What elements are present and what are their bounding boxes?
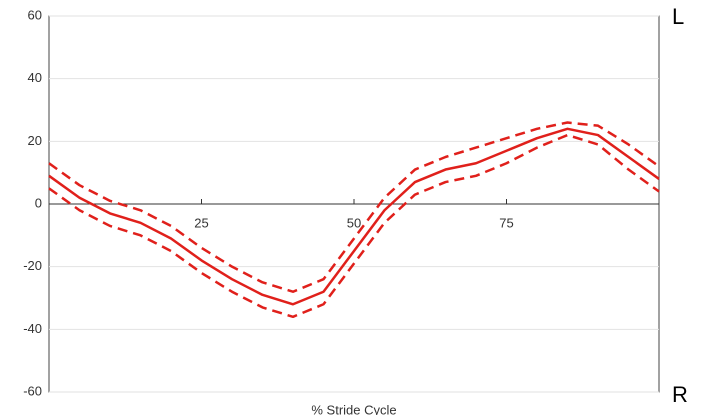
- y-tick-label: 40: [28, 70, 42, 85]
- line-series: [48, 127, 660, 306]
- y-tick-label: -40: [23, 321, 42, 336]
- x-tick-label: 25: [194, 215, 208, 230]
- y-tick-label: 60: [28, 7, 42, 22]
- annotation: R: [672, 382, 688, 407]
- y-tick-label: 20: [28, 133, 42, 148]
- y-tick-label: 0: [35, 195, 42, 210]
- y-tick-label: -20: [23, 258, 42, 273]
- x-tick-label: 75: [499, 215, 513, 230]
- x-axis-label: % Stride Cycle: [311, 402, 396, 415]
- line-series: [48, 121, 660, 293]
- x-tick-label: 50: [347, 215, 361, 230]
- line-series: [48, 133, 660, 319]
- annotation: L: [672, 4, 684, 29]
- y-tick-label: -60: [23, 383, 42, 398]
